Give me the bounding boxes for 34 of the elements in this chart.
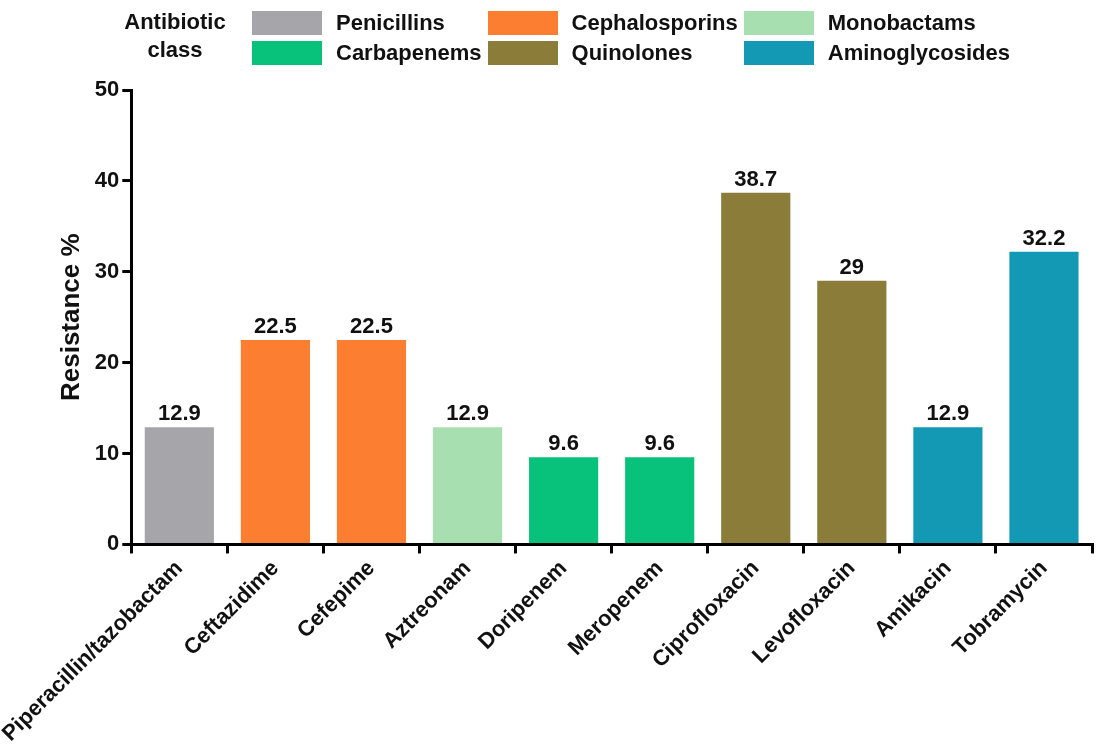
data-label: 22.5: [350, 313, 393, 338]
y-tick-label: 10: [94, 439, 120, 465]
legend-label: Aminoglycosides: [827, 40, 1010, 66]
bar: [432, 427, 503, 543]
legend-label: Carbapenems: [336, 40, 482, 66]
legend-label: Monobactams: [827, 10, 976, 36]
data-label: 22.5: [253, 313, 297, 338]
data-label: 32.2: [1022, 224, 1066, 250]
bar: [336, 339, 407, 543]
bar: [144, 427, 214, 543]
data-label: 29: [839, 253, 865, 279]
y-tick-label: 20: [94, 348, 120, 374]
y-tick-label: 40: [94, 166, 120, 192]
legend-label: Quinolones: [571, 40, 693, 66]
data-label: 9.6: [548, 430, 579, 456]
bar: [625, 457, 695, 543]
legend-label: Penicillins: [336, 10, 445, 36]
legend-label: Cephalosporins: [571, 10, 738, 36]
y-axis-title: Resistance %: [55, 233, 86, 402]
y-tick-label: 0: [107, 530, 120, 556]
y-tick-label: 50: [94, 76, 120, 102]
bar: [721, 192, 791, 543]
data-label: 9.6: [644, 430, 675, 456]
bar: [1009, 251, 1079, 543]
bar: [240, 339, 310, 543]
data-label: 12.9: [157, 400, 201, 426]
y-tick-label: 30: [94, 257, 120, 283]
data-label: 12.9: [446, 400, 489, 426]
data-label: 12.9: [926, 400, 970, 426]
legend-title: Antibiotic class: [123, 8, 227, 64]
bar: [913, 427, 983, 543]
data-label: 38.7: [734, 165, 778, 191]
bar: [817, 280, 887, 543]
bar: [529, 457, 599, 543]
